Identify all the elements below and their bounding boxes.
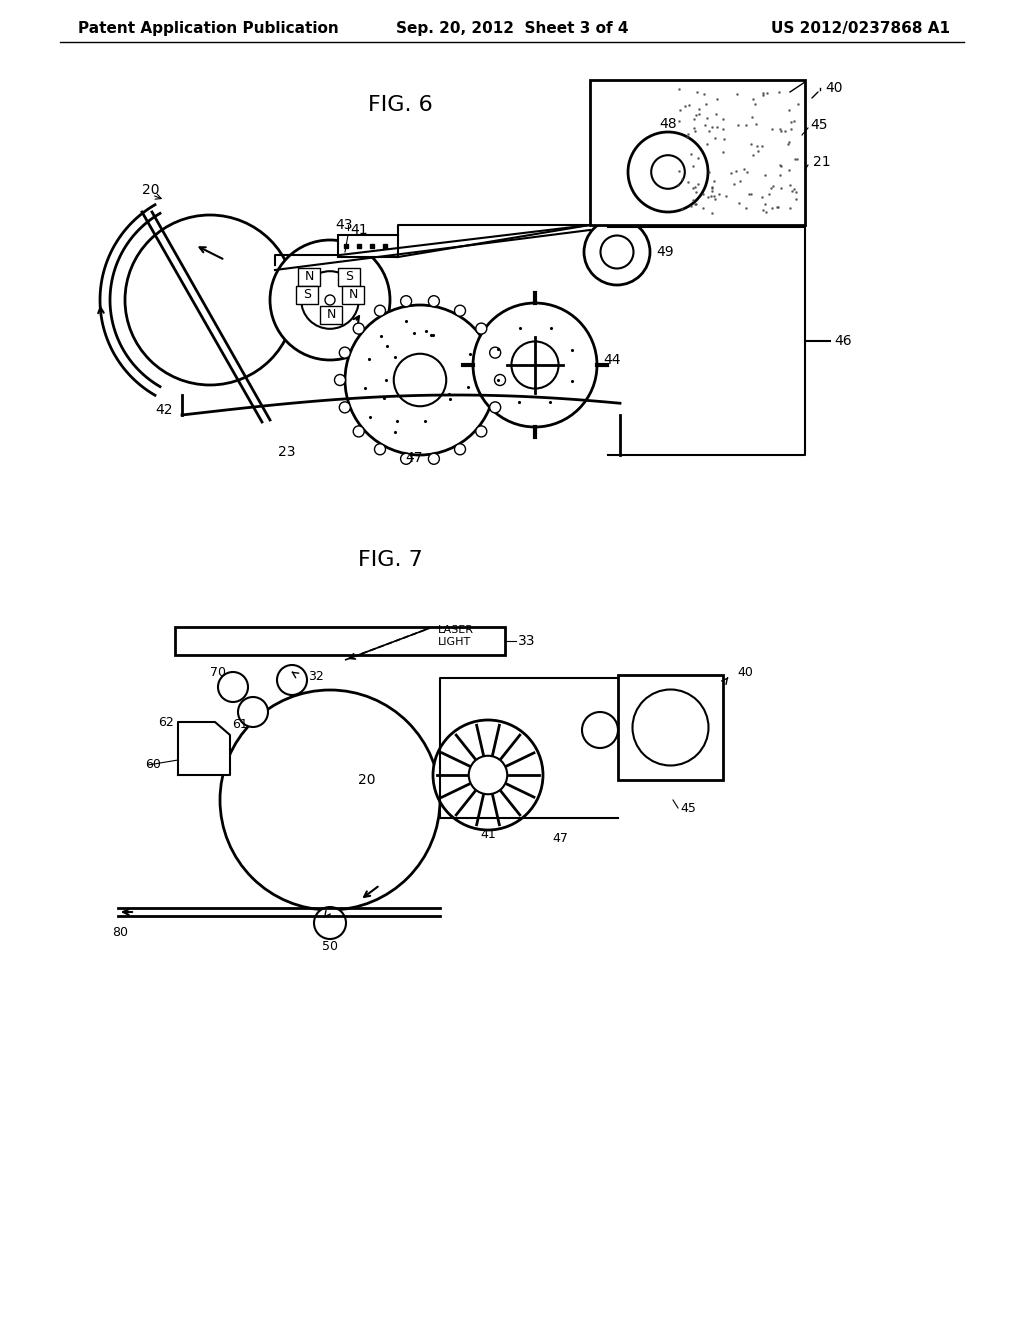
Circle shape — [335, 375, 345, 385]
Circle shape — [489, 401, 501, 413]
Polygon shape — [178, 722, 230, 775]
Text: 20: 20 — [358, 774, 376, 787]
Circle shape — [238, 697, 268, 727]
Text: 21: 21 — [813, 154, 830, 169]
Text: 32: 32 — [308, 669, 324, 682]
Circle shape — [628, 132, 708, 213]
Circle shape — [476, 426, 486, 437]
Text: 44: 44 — [603, 352, 621, 367]
Text: 41: 41 — [480, 829, 496, 842]
Circle shape — [455, 444, 466, 455]
Text: 40: 40 — [737, 665, 753, 678]
Text: 20: 20 — [142, 183, 160, 197]
Text: N: N — [348, 289, 357, 301]
Bar — [590, 81, 805, 224]
Text: 40: 40 — [825, 81, 843, 95]
Circle shape — [428, 296, 439, 306]
Circle shape — [375, 305, 385, 317]
Text: 33: 33 — [518, 634, 536, 648]
Text: 46: 46 — [834, 334, 852, 348]
Text: N: N — [304, 271, 313, 284]
Bar — [319, 306, 342, 323]
Circle shape — [495, 375, 506, 385]
Text: 50: 50 — [322, 940, 338, 953]
Text: FIG. 7: FIG. 7 — [357, 550, 422, 570]
Circle shape — [270, 240, 390, 360]
Text: 41: 41 — [350, 223, 368, 238]
Circle shape — [375, 444, 385, 455]
Bar — [342, 286, 364, 304]
Circle shape — [584, 219, 650, 285]
Circle shape — [489, 347, 501, 358]
Circle shape — [345, 305, 495, 455]
Text: LASER: LASER — [438, 624, 474, 635]
Bar — [618, 675, 723, 780]
Bar — [298, 268, 319, 286]
Circle shape — [394, 354, 446, 407]
Circle shape — [220, 690, 440, 909]
Circle shape — [582, 711, 618, 748]
Text: 23: 23 — [278, 445, 296, 459]
Text: 48: 48 — [659, 117, 677, 131]
Text: 47: 47 — [406, 451, 423, 465]
Circle shape — [339, 401, 350, 413]
Text: LIGHT: LIGHT — [438, 638, 471, 647]
Text: Patent Application Publication: Patent Application Publication — [78, 21, 339, 36]
Circle shape — [469, 756, 507, 795]
Circle shape — [455, 305, 466, 317]
Text: Sep. 20, 2012  Sheet 3 of 4: Sep. 20, 2012 Sheet 3 of 4 — [395, 21, 629, 36]
Circle shape — [325, 294, 335, 305]
Text: S: S — [303, 289, 311, 301]
Circle shape — [651, 156, 685, 189]
Text: 43: 43 — [335, 218, 352, 232]
Circle shape — [339, 347, 350, 358]
Circle shape — [125, 215, 295, 385]
Circle shape — [476, 323, 486, 334]
Text: 60: 60 — [145, 759, 161, 771]
Circle shape — [218, 672, 248, 702]
Circle shape — [278, 665, 307, 696]
Text: 42: 42 — [155, 403, 172, 417]
Circle shape — [473, 304, 597, 426]
Circle shape — [400, 453, 412, 465]
Text: 45: 45 — [680, 801, 696, 814]
Text: N: N — [327, 309, 336, 322]
Text: 49: 49 — [656, 246, 674, 259]
Text: 45: 45 — [810, 117, 827, 132]
Bar — [338, 235, 398, 257]
Text: 47: 47 — [552, 832, 568, 845]
Circle shape — [314, 907, 346, 939]
Circle shape — [600, 235, 634, 268]
Circle shape — [353, 323, 365, 334]
Text: 70: 70 — [210, 665, 226, 678]
Text: 80: 80 — [112, 925, 128, 939]
Text: US 2012/0237868 A1: US 2012/0237868 A1 — [771, 21, 950, 36]
Text: S: S — [345, 271, 353, 284]
Circle shape — [511, 342, 558, 388]
Text: FIG. 6: FIG. 6 — [368, 95, 432, 115]
Text: 61: 61 — [232, 718, 248, 730]
Bar — [296, 286, 318, 304]
Bar — [338, 268, 360, 286]
Circle shape — [433, 719, 543, 830]
Circle shape — [428, 453, 439, 465]
Circle shape — [301, 271, 358, 329]
Text: 62: 62 — [158, 717, 174, 730]
Bar — [175, 627, 505, 655]
Circle shape — [400, 296, 412, 306]
Circle shape — [633, 689, 709, 766]
Circle shape — [353, 426, 365, 437]
